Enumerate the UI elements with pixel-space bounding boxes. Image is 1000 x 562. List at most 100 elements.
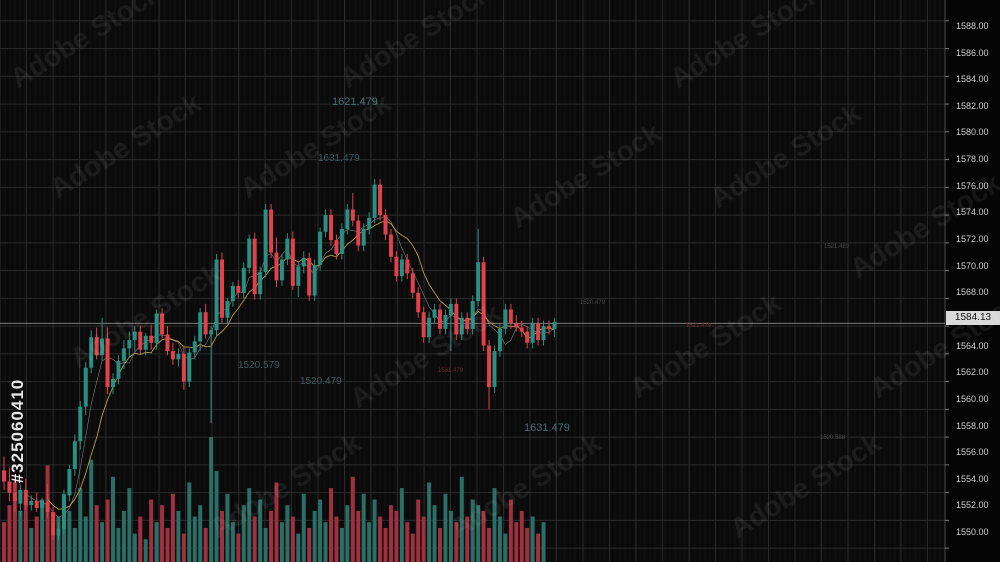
candle-body: [427, 317, 432, 338]
candle-body: [132, 331, 137, 340]
candle-body: [552, 321, 557, 329]
candle-body: [83, 367, 88, 407]
candle-body: [492, 351, 497, 388]
plot-background: [0, 0, 945, 562]
candle-body: [214, 259, 219, 331]
candle-body: [138, 331, 143, 350]
volume-bar: [192, 516, 197, 562]
volume-bar: [263, 527, 268, 562]
volume-bar: [83, 516, 88, 562]
volume-bar: [323, 522, 328, 562]
volume-bar: [459, 476, 464, 562]
volume-bar: [51, 533, 56, 562]
volume-bar: [536, 533, 541, 562]
volume-bar: [252, 516, 257, 562]
candle-body: [121, 348, 126, 361]
candle-body: [127, 339, 132, 349]
volume-bar: [454, 522, 459, 562]
candle-body: [367, 217, 372, 229]
volume-bar: [525, 527, 530, 562]
volume-bar: [187, 482, 192, 562]
volume-bar: [312, 510, 317, 562]
volume-bar: [410, 533, 415, 562]
volume-bar: [220, 510, 224, 562]
y-tick-label: 1584.00: [956, 74, 989, 84]
volume-bar: [329, 488, 333, 562]
volume-bar: [481, 510, 486, 562]
volume-bar: [383, 527, 388, 562]
candle-body: [274, 252, 279, 281]
volume-bar: [318, 499, 323, 562]
candle-body: [519, 327, 524, 332]
volume-bar: [519, 510, 524, 562]
volume-bar: [541, 522, 546, 562]
volume-bar: [465, 516, 470, 562]
volume-bar: [236, 533, 241, 562]
volume-bar: [301, 493, 306, 562]
y-tick-label: 1556.00: [956, 447, 989, 457]
candle-body: [345, 209, 350, 229]
volume-bar: [416, 499, 421, 562]
volume-bar: [372, 499, 377, 562]
candle-body: [154, 313, 159, 343]
volume-bar: [72, 527, 77, 562]
candle-body: [241, 267, 246, 293]
volume-bar: [285, 505, 290, 562]
candle-body: [29, 500, 34, 506]
candle-body: [432, 309, 437, 318]
volume-bar: [18, 510, 23, 562]
volume-bar: [530, 516, 535, 562]
current-price-tag: 1584.13: [946, 311, 1000, 325]
ghost-price-label: 1520.588: [820, 435, 846, 441]
candle-body: [536, 323, 541, 340]
candle-body: [547, 326, 551, 329]
candle-body: [470, 301, 475, 329]
candle-body: [94, 337, 99, 356]
ghost-price-label: 1521.479: [686, 323, 712, 329]
volume-bar: [149, 499, 154, 562]
volume-bar: [105, 499, 110, 562]
volume-bar: [367, 522, 372, 562]
volume-bar: [279, 522, 284, 562]
candle-body: [176, 353, 181, 360]
candle-body: [203, 312, 208, 335]
volume-bar: [214, 471, 219, 562]
candle-body: [252, 238, 257, 295]
candle-body: [307, 258, 312, 296]
candle-body: [312, 265, 317, 296]
candle-body: [290, 238, 295, 286]
volume-bar: [432, 505, 437, 562]
volume-bar: [138, 516, 143, 562]
candle-body: [67, 469, 72, 496]
candle-body: [230, 285, 235, 302]
candle-body: [285, 238, 290, 260]
y-tick-label: 1564.00: [956, 341, 989, 351]
candle-body: [40, 502, 45, 508]
candle-body: [111, 378, 115, 388]
ghost-price-label: 1631.479: [524, 422, 570, 434]
candle-body: [56, 528, 61, 536]
candle-body: [438, 309, 442, 329]
volume-bar: [345, 505, 350, 562]
candle-body: [181, 353, 186, 382]
volume-bar: [7, 505, 12, 562]
volume-bar: [350, 476, 355, 562]
volume-bar: [198, 505, 203, 562]
volume-bar: [503, 533, 508, 562]
y-tick-label: 1558.00: [956, 421, 989, 431]
candle-body: [459, 317, 464, 335]
candle-body: [236, 285, 241, 293]
candle-body: [541, 326, 546, 340]
y-tick-label: 1586.00: [956, 48, 989, 58]
candle-body: [454, 303, 459, 335]
volume-bar: [497, 516, 502, 562]
candle-body: [339, 228, 344, 254]
ghost-price-label: 1531.479: [438, 368, 464, 374]
candle-body: [72, 441, 77, 470]
volume-bar: [399, 488, 404, 562]
volume-bar: [247, 488, 252, 562]
candle-body: [334, 240, 339, 254]
candle-body: [356, 220, 361, 246]
